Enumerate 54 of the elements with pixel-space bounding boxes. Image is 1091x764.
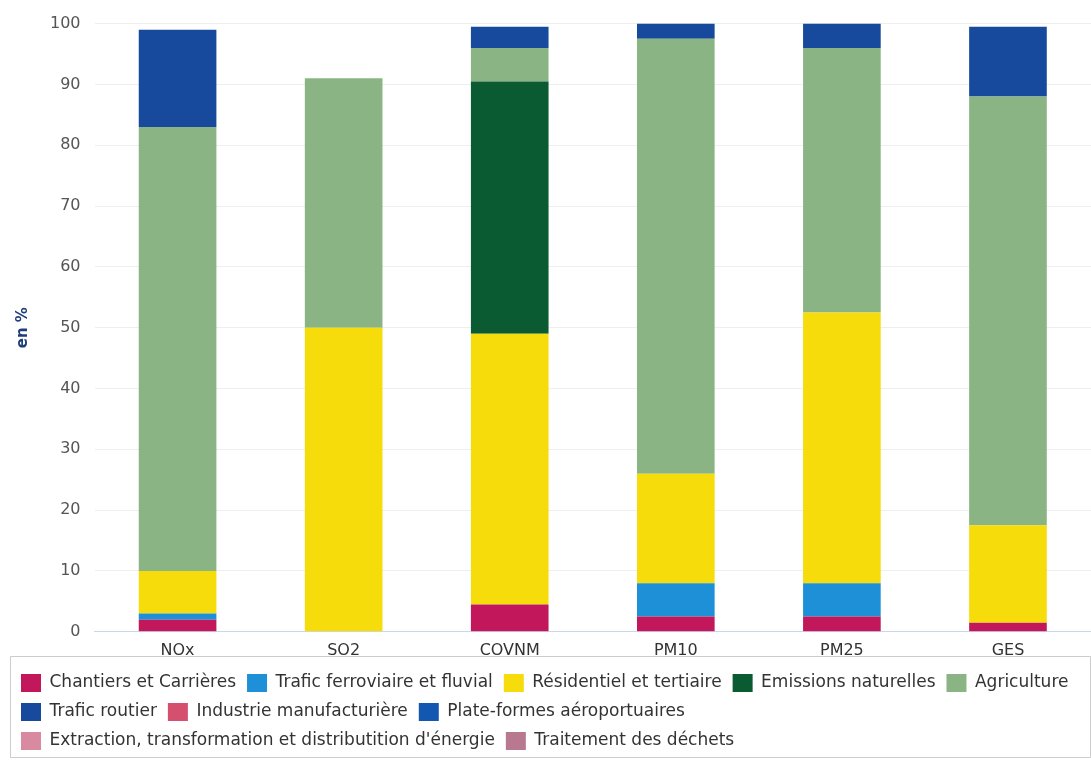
- y-tick-label: 30: [60, 438, 81, 458]
- legend-label: Industrie manufacturière: [196, 700, 408, 721]
- bar: [969, 622, 1047, 632]
- y-tick-label: 90: [60, 73, 81, 93]
- y-axis-title: en %: [12, 307, 31, 349]
- bar: [969, 26, 1047, 97]
- y-tick-label: 0: [70, 620, 81, 640]
- x-tick-label: SO2: [327, 639, 361, 659]
- bar: [636, 23, 715, 39]
- y-tick-label: 10: [60, 560, 81, 580]
- x-tick-label: GES: [991, 639, 1025, 659]
- bar: [636, 616, 715, 632]
- bar: [138, 570, 217, 614]
- x-tick-label: PM25: [819, 639, 864, 659]
- legend-label: Extraction, transformation et distributition d'énergie: [49, 729, 495, 750]
- bar: [470, 81, 549, 334]
- legend-label: Plate-formes aéroportuaires: [447, 700, 686, 721]
- bar: [803, 23, 881, 48]
- bar: [304, 327, 383, 632]
- legend-label: Trafic routier: [48, 700, 157, 721]
- y-tick-label: 60: [60, 256, 81, 276]
- bar: [304, 78, 383, 328]
- bar: [470, 604, 549, 632]
- y-tick-label: 20: [60, 499, 81, 519]
- y-tick-label: 70: [60, 195, 81, 215]
- bar: [803, 312, 881, 584]
- bar: [636, 38, 715, 474]
- bar: [803, 583, 881, 617]
- y-tick-label: 40: [60, 377, 81, 397]
- bar: [636, 473, 715, 584]
- bar: [803, 616, 881, 632]
- legend-label: Traitement des déchets: [533, 729, 735, 750]
- bar: [138, 29, 217, 127]
- x-tick-label: PM10: [653, 639, 698, 659]
- bar: [803, 47, 881, 313]
- legend-label: Résidentiel et tertiaire: [532, 671, 722, 692]
- bar: [138, 619, 217, 632]
- bar: [470, 26, 549, 48]
- bar: [138, 613, 217, 620]
- bar: [969, 525, 1047, 623]
- bar: [470, 333, 549, 605]
- bar: [969, 96, 1047, 526]
- x-tick-label: NOx: [160, 639, 195, 659]
- legend-label: Chantiers et Carrières: [49, 671, 237, 692]
- y-tick-label: 50: [60, 316, 81, 336]
- x-tick-label: COVNM: [479, 639, 540, 659]
- legend-label: Emissions naturelles: [761, 671, 936, 692]
- bar: [138, 126, 217, 571]
- bar: [470, 47, 549, 82]
- bar: [636, 583, 715, 617]
- legend-label: Agriculture: [974, 671, 1069, 692]
- legend-label: Trafic ferroviaire et fluvial: [274, 671, 493, 692]
- y-tick-label: 100: [49, 12, 81, 32]
- y-tick-label: 80: [60, 134, 81, 154]
